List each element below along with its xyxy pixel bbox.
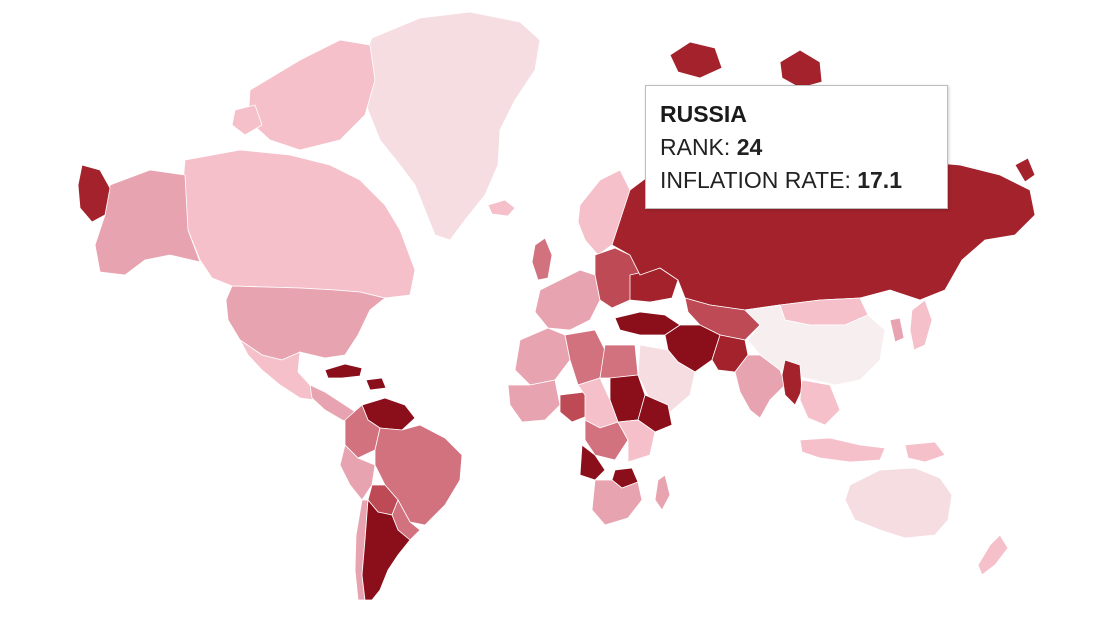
country-canada[interactable] <box>181 149 416 299</box>
country-japan[interactable] <box>909 299 933 351</box>
country-myanmar[interactable] <box>781 359 803 406</box>
country-alaska-west[interactable] <box>77 164 111 223</box>
country-iceland[interactable] <box>487 199 516 217</box>
country-new-zealand[interactable] <box>977 534 1009 576</box>
tooltip-inflation-row: INFLATION RATE: 17.1 <box>660 164 933 197</box>
tooltip-rank-value: 24 <box>736 134 763 160</box>
country-north-africa[interactable] <box>514 327 571 386</box>
tooltip-rank-label: RANK: <box>660 134 737 160</box>
country-united-states[interactable] <box>225 285 386 361</box>
country-india[interactable] <box>734 354 786 419</box>
country-canadian-arctic-2[interactable] <box>231 104 263 136</box>
country-united-kingdom[interactable] <box>531 237 553 281</box>
country-egypt[interactable] <box>599 344 639 379</box>
country-west-africa[interactable] <box>507 379 561 423</box>
country-brazil[interactable] <box>374 424 463 526</box>
country-arabia[interactable] <box>637 344 696 413</box>
country-australia[interactable] <box>844 467 953 539</box>
country-china[interactable] <box>744 304 886 386</box>
country-nigeria[interactable] <box>559 391 591 423</box>
country-algeria[interactable] <box>564 329 606 386</box>
country-western-europe[interactable] <box>534 269 601 331</box>
country-east-africa[interactable] <box>617 419 656 463</box>
country-southern-africa[interactable] <box>591 479 643 526</box>
country-madagascar[interactable] <box>654 474 671 511</box>
country-alaska[interactable] <box>94 169 201 276</box>
country-russian-arctic-1[interactable] <box>669 41 723 79</box>
country-korea[interactable] <box>889 317 905 343</box>
country-argentina[interactable] <box>361 498 411 601</box>
country-russian-arctic-2[interactable] <box>779 49 823 89</box>
tooltip-inflation-value: 17.1 <box>857 167 902 193</box>
country-dr-congo[interactable] <box>584 419 629 461</box>
country-angola[interactable] <box>579 444 606 481</box>
tooltip-inflation-label: INFLATION RATE: <box>660 167 858 193</box>
country-cuba[interactable] <box>324 363 363 379</box>
country-papua-new-guinea[interactable] <box>904 441 946 463</box>
country-hispaniola[interactable] <box>365 377 387 391</box>
tooltip-country-name: RUSSIA <box>660 101 747 127</box>
country-tooltip: RUSSIA RANK: 24 INFLATION RATE: 17.1 <box>645 85 948 209</box>
country-peru[interactable] <box>339 444 376 501</box>
country-indonesia[interactable] <box>799 437 886 463</box>
country-canadian-arctic[interactable] <box>247 39 376 151</box>
country-southeast-asia[interactable] <box>799 379 841 426</box>
country-ethiopia[interactable] <box>637 394 673 433</box>
country-greenland[interactable] <box>361 11 541 241</box>
tooltip-rank-row: RANK: 24 <box>660 131 933 164</box>
country-russia-east[interactable] <box>1014 157 1036 183</box>
